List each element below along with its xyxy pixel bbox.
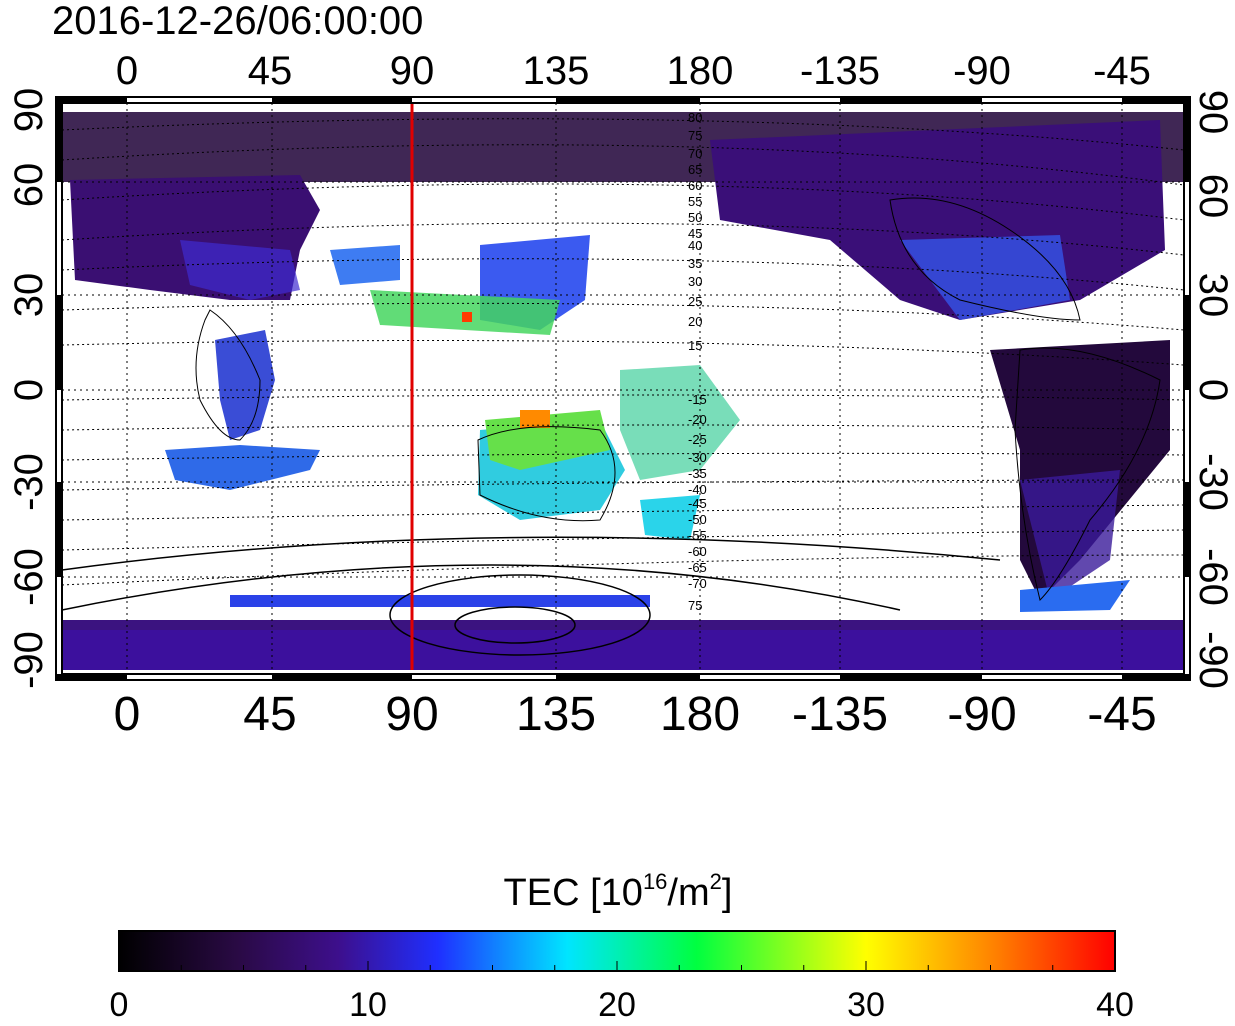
lon-label-top: -45 [1093, 49, 1151, 93]
colorbar-tick-label: 10 [349, 986, 387, 1021]
contour-labels-south: -15 -20 -25 -30 -35 -40 -45 -50 -55 -60 … [688, 392, 707, 613]
lon-label-bottom: -135 [792, 688, 888, 741]
lon-label-top: 135 [523, 49, 590, 93]
colorbar-tick-label: 0 [110, 986, 129, 1021]
contour-label: -70 [688, 576, 707, 591]
contour-label: -45 [688, 496, 707, 511]
lon-label-bottom: -45 [1087, 688, 1156, 741]
lat-label-right: 90 [1191, 90, 1235, 135]
colorbar-tick-label: 40 [1096, 986, 1134, 1021]
lat-label-right: -30 [1191, 453, 1235, 511]
tec-southern-ocean-band [230, 595, 650, 607]
contour-label: -35 [688, 466, 707, 481]
tec-region-pacific-islands [620, 365, 740, 480]
contour-label: -50 [688, 512, 707, 527]
colorbar-title-mid: /m [667, 872, 709, 914]
contour-label: 35 [688, 256, 702, 271]
lat-label-left: -30 [7, 453, 51, 511]
tec-hotspot-red [462, 312, 472, 322]
contour-labels-north: 80 75 70 65 60 55 50 45 40 35 30 25 20 1… [688, 110, 702, 353]
contour-label: 40 [688, 238, 702, 253]
tec-antarctic-coast [62, 630, 1184, 670]
tec-region-south-africa [165, 445, 320, 490]
lon-label-bottom: -90 [947, 688, 1016, 741]
lat-label-right: -60 [1191, 548, 1235, 606]
contour-label: 60 [688, 178, 702, 193]
colorbar-tick-labels: 0 10 20 30 40 [110, 986, 1134, 1024]
contour-label: -40 [688, 482, 707, 497]
lon-label-top: 45 [248, 49, 293, 93]
lon-label-bottom: 180 [660, 688, 740, 741]
lon-label-top: 90 [390, 49, 435, 93]
contour-label: 45 [688, 226, 702, 241]
colorbar: 0 10 20 30 40 [110, 930, 1134, 1024]
coastlines [195, 197, 1161, 601]
contour-label: 25 [688, 294, 702, 309]
colorbar-tick-label: 30 [847, 986, 885, 1021]
lat-label-left: 0 [7, 379, 51, 401]
contour-label: 30 [688, 274, 702, 289]
contour-label: -15 [688, 392, 707, 407]
lon-label-bottom: 135 [516, 688, 596, 741]
right-latitude-labels: 90 60 30 0 -30 -60 -90 [1191, 90, 1235, 689]
contour-label: -55 [688, 528, 707, 543]
magnetic-latitude-contours [61, 118, 1185, 586]
contour-label: -25 [688, 432, 707, 447]
lon-label-top: -90 [953, 49, 1011, 93]
lat-label-left: 90 [7, 88, 51, 133]
lon-label-top: 180 [667, 49, 734, 93]
colorbar-title-exp1: 16 [643, 869, 667, 894]
contour-label: 75 [688, 128, 702, 143]
colorbar-title-exp2: 2 [710, 869, 722, 894]
tec-region-south-america-south [1020, 470, 1120, 600]
contour-label: 20 [688, 314, 702, 329]
lon-label-bottom: 90 [385, 688, 438, 741]
colorbar-title: TEC [1016/m2] [504, 869, 733, 914]
contour-label: 55 [688, 194, 702, 209]
lon-label-bottom: 0 [114, 688, 141, 741]
top-longitude-labels: 0 45 90 135 180 -135 -90 -45 [116, 49, 1151, 93]
lat-label-left: 60 [7, 163, 51, 208]
contour-label: 15 [688, 338, 702, 353]
frame-bars [56, 97, 1190, 680]
contour-label: 80 [688, 110, 702, 125]
lat-label-left: -90 [7, 631, 51, 689]
lat-label-left: 30 [7, 273, 51, 318]
tec-region-new-zealand [640, 495, 700, 540]
lat-label-right: -90 [1191, 631, 1235, 689]
tec-region-north-america-blue [900, 235, 1070, 320]
contour-label: 65 [688, 162, 702, 177]
tec-region-europe-blue [180, 240, 300, 300]
lat-label-right: 30 [1191, 273, 1235, 318]
colorbar-title-suffix: ] [722, 872, 733, 914]
contour-label: 70 [688, 146, 702, 161]
map-plot-area: 80 75 70 65 60 55 50 45 40 35 30 25 20 1… [55, 96, 1191, 681]
lon-label-top: -135 [800, 49, 880, 93]
colorbar-tick-label: 20 [598, 986, 636, 1021]
tec-region-china [330, 245, 400, 285]
tec-hotspot-orange [520, 410, 550, 428]
tec-region-drake [1020, 580, 1130, 612]
colorbar-ticks [118, 961, 1116, 971]
pole-contours [61, 536, 1001, 656]
lat-label-right: 60 [1191, 174, 1235, 219]
left-latitude-labels: 90 60 30 0 -30 -60 -90 [7, 88, 51, 689]
contour-label: -30 [688, 450, 707, 465]
lat-label-right: 0 [1191, 379, 1235, 401]
contour-label: 75 [688, 598, 702, 613]
lon-label-bottom: 45 [243, 688, 296, 741]
colorbar-title-prefix: TEC [10 [504, 872, 643, 914]
bottom-longitude-labels: 0 45 90 135 180 -135 -90 -45 [114, 688, 1157, 741]
contour-label: -60 [688, 544, 707, 559]
contour-label: -20 [688, 412, 707, 427]
lat-label-left: -60 [7, 548, 51, 606]
tec-region-africa [215, 330, 275, 440]
lon-label-top: 0 [116, 49, 138, 93]
contour-label: 50 [688, 210, 702, 225]
map-title: 2016-12-26/06:00:00 [52, 0, 423, 43]
contour-label: -65 [688, 560, 707, 575]
